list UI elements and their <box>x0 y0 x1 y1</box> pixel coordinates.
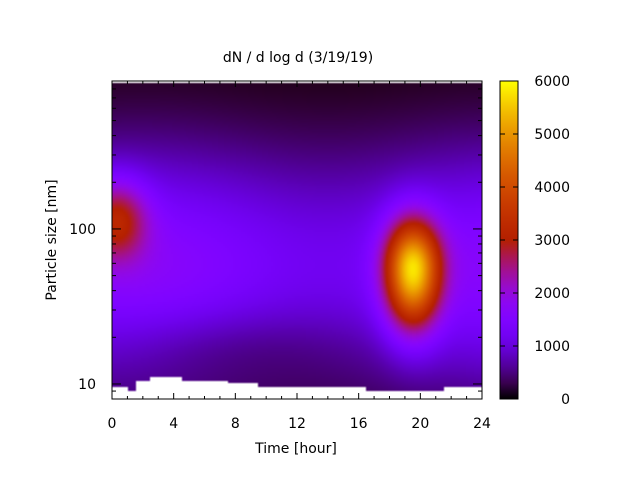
x-tick-label: 16 <box>350 416 368 432</box>
colorbar <box>500 81 518 399</box>
x-tick-label: 4 <box>169 416 178 432</box>
colorbar-tick-label: 2000 <box>534 286 570 302</box>
colorbar-tick-label: 4000 <box>534 180 570 196</box>
y-tick-label: 10 <box>78 377 96 393</box>
chart-title: dN / d log d (3/19/19) <box>223 50 373 66</box>
x-axis-label: Time [hour] <box>254 441 337 457</box>
x-tick-label: 8 <box>231 416 240 432</box>
colorbar-tick-label: 5000 <box>534 127 570 143</box>
x-tick-label: 24 <box>473 416 491 432</box>
plot-area <box>112 81 482 399</box>
colorbar-tick-label: 6000 <box>534 74 570 90</box>
y-axis: 10 100 <box>69 80 482 400</box>
colorbar-tick-label: 3000 <box>534 233 570 249</box>
colorbar-axis: 0 1000 2000 3000 4000 5000 6000 <box>500 74 570 408</box>
heatmap-image <box>112 81 482 399</box>
x-tick-label: 12 <box>288 416 306 432</box>
x-tick-label: 20 <box>411 416 429 432</box>
y-tick-label: 100 <box>69 222 96 238</box>
x-axis: 0 4 8 12 16 20 24 <box>108 81 491 432</box>
colorbar-tick-label: 0 <box>561 392 570 408</box>
y-axis-label: Particle size [nm] <box>44 179 60 300</box>
colorbar-tick-label: 1000 <box>534 339 570 355</box>
colorbar-gradient <box>500 81 518 399</box>
x-tick-label: 0 <box>108 416 117 432</box>
